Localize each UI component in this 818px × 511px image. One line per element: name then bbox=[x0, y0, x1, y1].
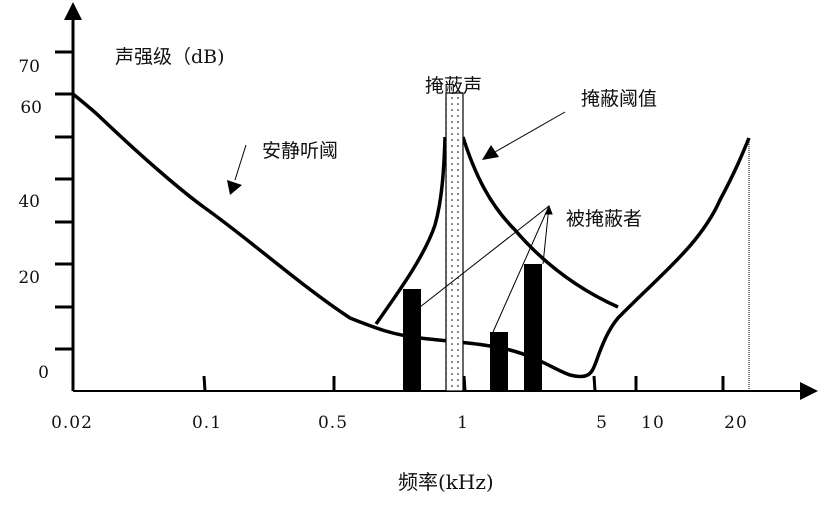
x-tick-1: 1 bbox=[457, 413, 469, 433]
maskee-bar-1 bbox=[403, 289, 421, 391]
masking-threshold-left bbox=[374, 136, 447, 326]
y-axis-label: 声强级（dB) bbox=[115, 46, 225, 68]
x-tick-0.1: 0.1 bbox=[191, 413, 223, 433]
x-tick-0.02: 0.02 bbox=[51, 413, 93, 433]
x-axis-label: 频率(kHz) bbox=[398, 470, 494, 494]
x-tick-5: 5 bbox=[596, 413, 608, 433]
y-tick-60: 60 bbox=[20, 98, 42, 118]
masking-threshold-label: 掩蔽阈值 bbox=[581, 88, 658, 110]
maskee-label: 被掩蔽者 bbox=[566, 208, 643, 230]
maskee-bar-2 bbox=[490, 332, 508, 391]
y-tick-0: 0 bbox=[38, 363, 49, 383]
quiet-threshold-arrow bbox=[227, 144, 247, 195]
x-axis bbox=[73, 138, 818, 400]
maskee-bar-3 bbox=[524, 264, 542, 391]
y-axis bbox=[55, 2, 82, 391]
y-tick-70: 70 bbox=[18, 57, 40, 77]
masker-label: 掩蔽声 bbox=[425, 75, 483, 97]
masker-bar bbox=[445, 92, 464, 392]
x-tick-0.5: 0.5 bbox=[317, 413, 349, 433]
y-tick-40: 40 bbox=[18, 192, 40, 212]
x-tick-20: 20 bbox=[724, 413, 748, 433]
masking-threshold-arrow bbox=[482, 111, 566, 160]
quiet-threshold-label: 安静听阈 bbox=[262, 140, 339, 162]
maskee-pointer-lines bbox=[419, 204, 553, 333]
masking-threshold-right bbox=[461, 136, 619, 309]
x-tick-10: 10 bbox=[641, 413, 665, 433]
y-tick-20: 20 bbox=[18, 268, 40, 288]
